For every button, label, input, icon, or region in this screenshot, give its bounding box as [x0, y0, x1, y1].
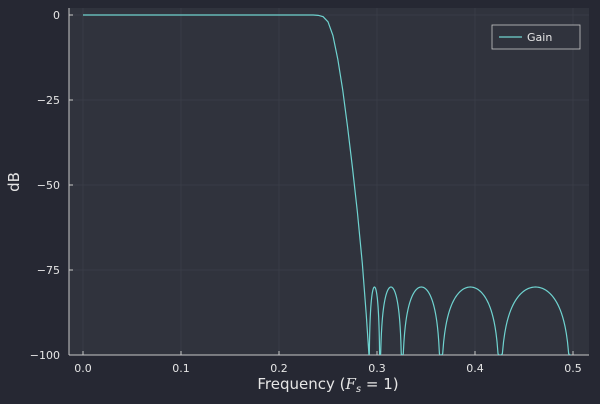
y-axis-label: dB: [5, 172, 23, 192]
y-tick-label: −50: [37, 179, 60, 192]
x-tick-label: 0.5: [564, 362, 582, 375]
x-tick-label: 0.0: [74, 362, 92, 375]
y-tick-label: −25: [37, 94, 60, 107]
tick-labels: 0.0 0.1 0.2 0.3 0.4 0.5 0 −25 −50 −75 −100: [30, 9, 582, 375]
x-tick-label: 0.2: [270, 362, 288, 375]
legend: Gain: [491, 24, 581, 50]
gain-line: [83, 14, 572, 355]
plot-area: [69, 8, 589, 355]
x-tick-label: 0.3: [368, 362, 386, 375]
y-tick-label: −100: [30, 349, 60, 362]
legend-label: Gain: [527, 31, 552, 44]
x-tick-label: 0.1: [172, 362, 190, 375]
y-tick-label: −75: [37, 264, 60, 277]
x-tick-label: 0.4: [466, 362, 484, 375]
x-axis-label: Frequency (Fs = 1): [257, 375, 398, 395]
y-tick-label: 0: [53, 9, 60, 22]
